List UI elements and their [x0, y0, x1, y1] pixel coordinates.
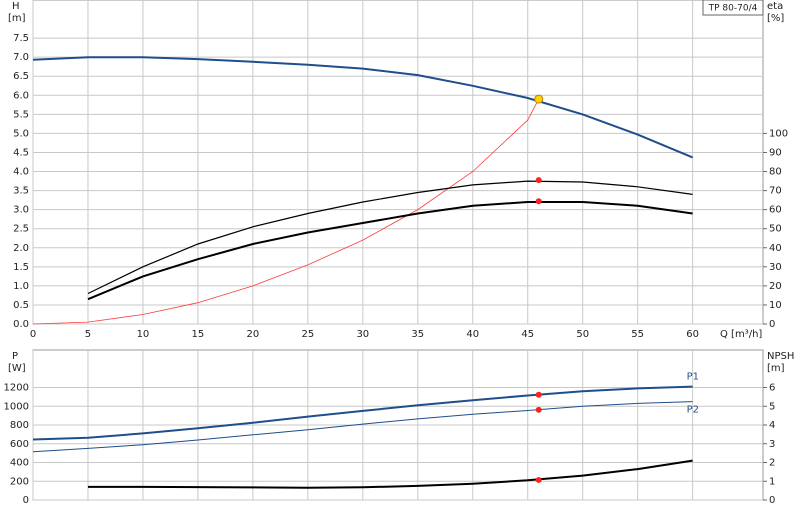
curve	[87, 180, 693, 295]
y-tick-label: 600	[10, 439, 29, 450]
curve	[32, 56, 693, 159]
series-label: P2	[687, 405, 699, 416]
curve	[32, 401, 693, 453]
y2-tick-label: 4	[769, 420, 775, 431]
y2-tick-label: 3	[769, 439, 775, 450]
y2-tick-label: 0	[769, 319, 775, 330]
y-axis-label: P	[12, 351, 18, 362]
y2-tick-label: 1	[769, 476, 775, 487]
plot-area	[32, 0, 764, 325]
y-tick-label: 6.5	[13, 71, 29, 82]
y2-axis-unit: [m]	[767, 363, 785, 374]
x-tick-label: 15	[192, 329, 205, 340]
y-tick-label: 5.5	[13, 109, 29, 120]
curve	[87, 201, 693, 301]
y-axis-label: H	[12, 1, 20, 12]
y-tick-label: 1.5	[13, 262, 29, 273]
y2-tick-label: 100	[769, 128, 788, 139]
y-tick-label: 0	[23, 495, 29, 506]
y-tick-label: 7.5	[13, 33, 29, 44]
y-tick-label: 4.5	[13, 147, 29, 158]
x-tick-label: 20	[247, 329, 260, 340]
series-label: P1	[687, 372, 699, 383]
y-tick-label: 2.0	[13, 243, 29, 254]
duty-point	[535, 177, 542, 184]
duty-point	[535, 406, 542, 413]
y-tick-label: 7.0	[13, 52, 29, 63]
duty-point	[535, 391, 542, 398]
y-axis-unit: [m]	[8, 13, 26, 24]
y2-tick-label: 50	[769, 224, 782, 235]
x-axis-label: Q [m³/h]	[720, 329, 762, 340]
x-tick-label: 50	[576, 329, 589, 340]
duty-point	[534, 94, 544, 104]
y-tick-label: 6.0	[13, 90, 29, 101]
legend-box	[702, 0, 764, 16]
y-tick-label: 0.0	[13, 319, 29, 330]
x-tick-label: 60	[686, 329, 699, 340]
y-tick-label: 1200	[4, 383, 29, 394]
y2-tick-label: 60	[769, 205, 782, 216]
x-tick-label: 55	[631, 329, 644, 340]
curve	[32, 385, 693, 441]
y-tick-label: 3.0	[13, 205, 29, 216]
x-tick-label: 5	[85, 329, 91, 340]
y2-tick-label: 10	[769, 300, 782, 311]
legend-title: TP 80-70/4	[708, 4, 758, 14]
y2-tick-label: 0	[769, 495, 775, 506]
x-tick-label: 30	[356, 329, 369, 340]
y-tick-label: 1.0	[13, 281, 29, 292]
y-tick-label: 4.0	[13, 167, 29, 178]
x-tick-label: 10	[137, 329, 150, 340]
y2-axis-label: eta	[767, 1, 783, 12]
y2-tick-label: 20	[769, 281, 782, 292]
y-axis-unit: [W]	[8, 363, 26, 374]
y2-tick-label: 80	[769, 167, 782, 178]
y-tick-label: 2.5	[13, 224, 29, 235]
x-tick-label: 0	[30, 329, 36, 340]
y2-axis-label: NPSH	[767, 351, 794, 362]
duty-point	[535, 476, 542, 483]
y-tick-label: 5.0	[13, 128, 29, 139]
y2-tick-label: 2	[769, 458, 775, 469]
y2-tick-label: 70	[769, 186, 782, 197]
y-tick-label: 800	[10, 420, 29, 431]
x-tick-label: 40	[466, 329, 479, 340]
x-tick-label: 35	[411, 329, 424, 340]
y2-tick-label: 5	[769, 401, 775, 412]
x-tick-label: 45	[521, 329, 534, 340]
y-tick-label: 200	[10, 476, 29, 487]
x-tick-label: 25	[301, 329, 314, 340]
y-tick-label: 1000	[4, 401, 29, 412]
y2-tick-label: 40	[769, 243, 782, 254]
curve	[88, 459, 693, 489]
y2-tick-label: 90	[769, 147, 782, 158]
y-tick-label: 0.5	[13, 300, 29, 311]
duty-point	[535, 198, 542, 205]
y2-axis-unit: [%]	[767, 13, 784, 24]
y-tick-label: 400	[10, 458, 29, 469]
y2-tick-label: 30	[769, 262, 782, 273]
curve	[32, 98, 540, 325]
y-tick-label: 3.5	[13, 186, 29, 197]
y2-tick-label: 6	[769, 383, 775, 394]
